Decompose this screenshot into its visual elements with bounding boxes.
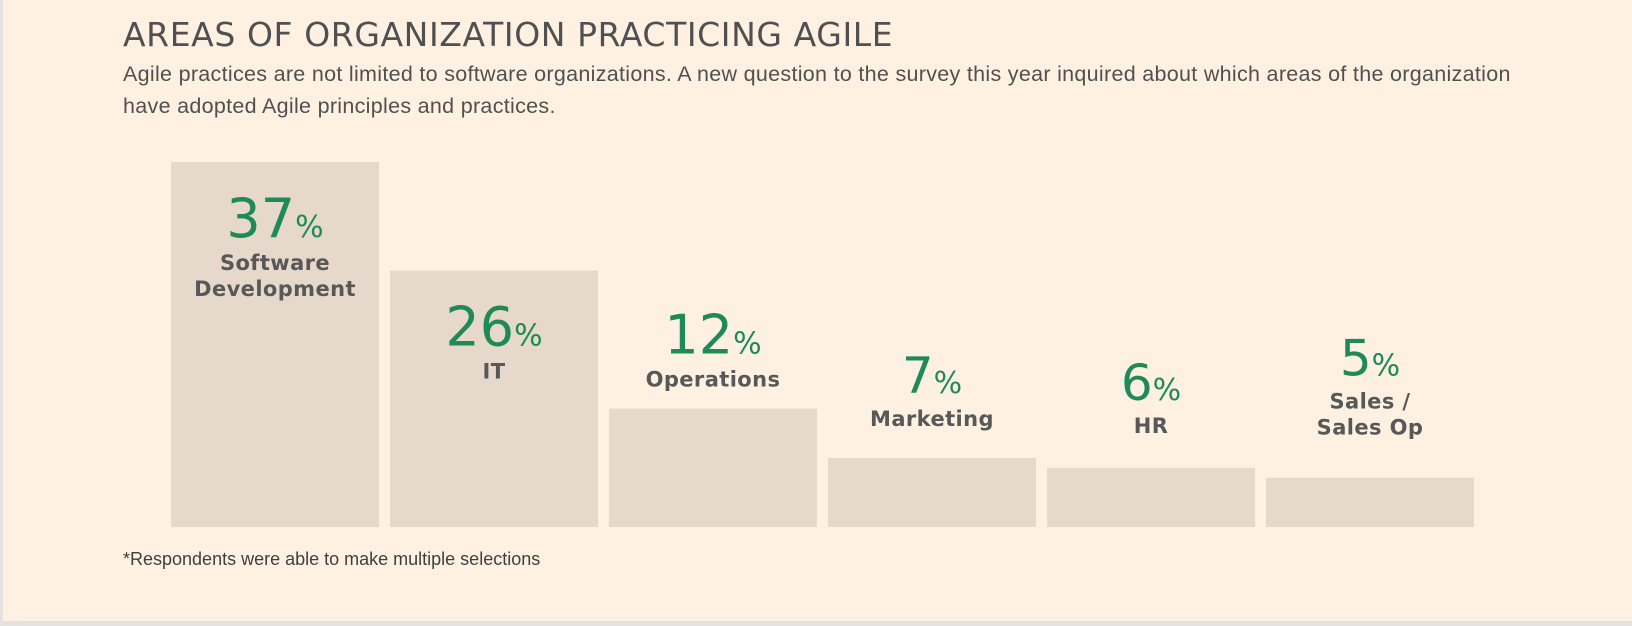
- bar-value-number: 7: [902, 347, 934, 405]
- footnote: *Respondents were able to make multiple …: [123, 549, 541, 569]
- bar-group: 26%IT: [390, 270, 598, 527]
- category-label: HR: [1134, 414, 1169, 438]
- bar-value-label: 6%: [1121, 354, 1181, 412]
- bar-value-label: 37%: [226, 187, 323, 250]
- bar-group: 6%HR: [1047, 354, 1255, 527]
- category-label: Sales /: [1329, 390, 1410, 414]
- bar-value-number: 37: [226, 187, 295, 250]
- category-label: Operations: [646, 368, 781, 392]
- bar-value-number: 5: [1340, 330, 1372, 388]
- bar: [1266, 477, 1474, 527]
- bar: [390, 270, 598, 527]
- bar-value-label: 12%: [664, 304, 761, 367]
- bar: [828, 457, 1036, 527]
- bar: [171, 162, 379, 527]
- bar-group: 5%Sales /Sales Op: [1266, 330, 1474, 527]
- bar-group: 12%Operations: [609, 304, 817, 527]
- bar-value-percent: %: [934, 366, 963, 401]
- category-label: IT: [483, 360, 506, 384]
- bar-value-number: 26: [445, 296, 514, 359]
- bar-value-number: 6: [1121, 354, 1153, 412]
- bar-value-percent: %: [295, 210, 324, 245]
- chart-title: AREAS OF ORGANIZATION PRACTICING AGILE: [123, 15, 894, 54]
- bar-value-label: 5%: [1340, 330, 1400, 388]
- bar: [1047, 467, 1255, 527]
- bar-value-percent: %: [1153, 373, 1182, 408]
- bar-value-percent: %: [514, 319, 543, 354]
- bar-group: 7%Marketing: [828, 347, 1036, 527]
- category-label: Software: [220, 251, 330, 275]
- bar-value-percent: %: [1372, 349, 1401, 384]
- bar-value-label: 7%: [902, 347, 962, 405]
- bar-value-label: 26%: [445, 296, 542, 359]
- category-label: Sales Op: [1317, 416, 1424, 440]
- chart-subtitle: Agile practices are not limited to softw…: [123, 62, 1511, 118]
- bar-value-number: 12: [664, 304, 733, 367]
- bar: [609, 408, 817, 527]
- category-label: Marketing: [870, 407, 994, 431]
- category-label: Development: [194, 277, 356, 301]
- bar-value-percent: %: [733, 327, 762, 362]
